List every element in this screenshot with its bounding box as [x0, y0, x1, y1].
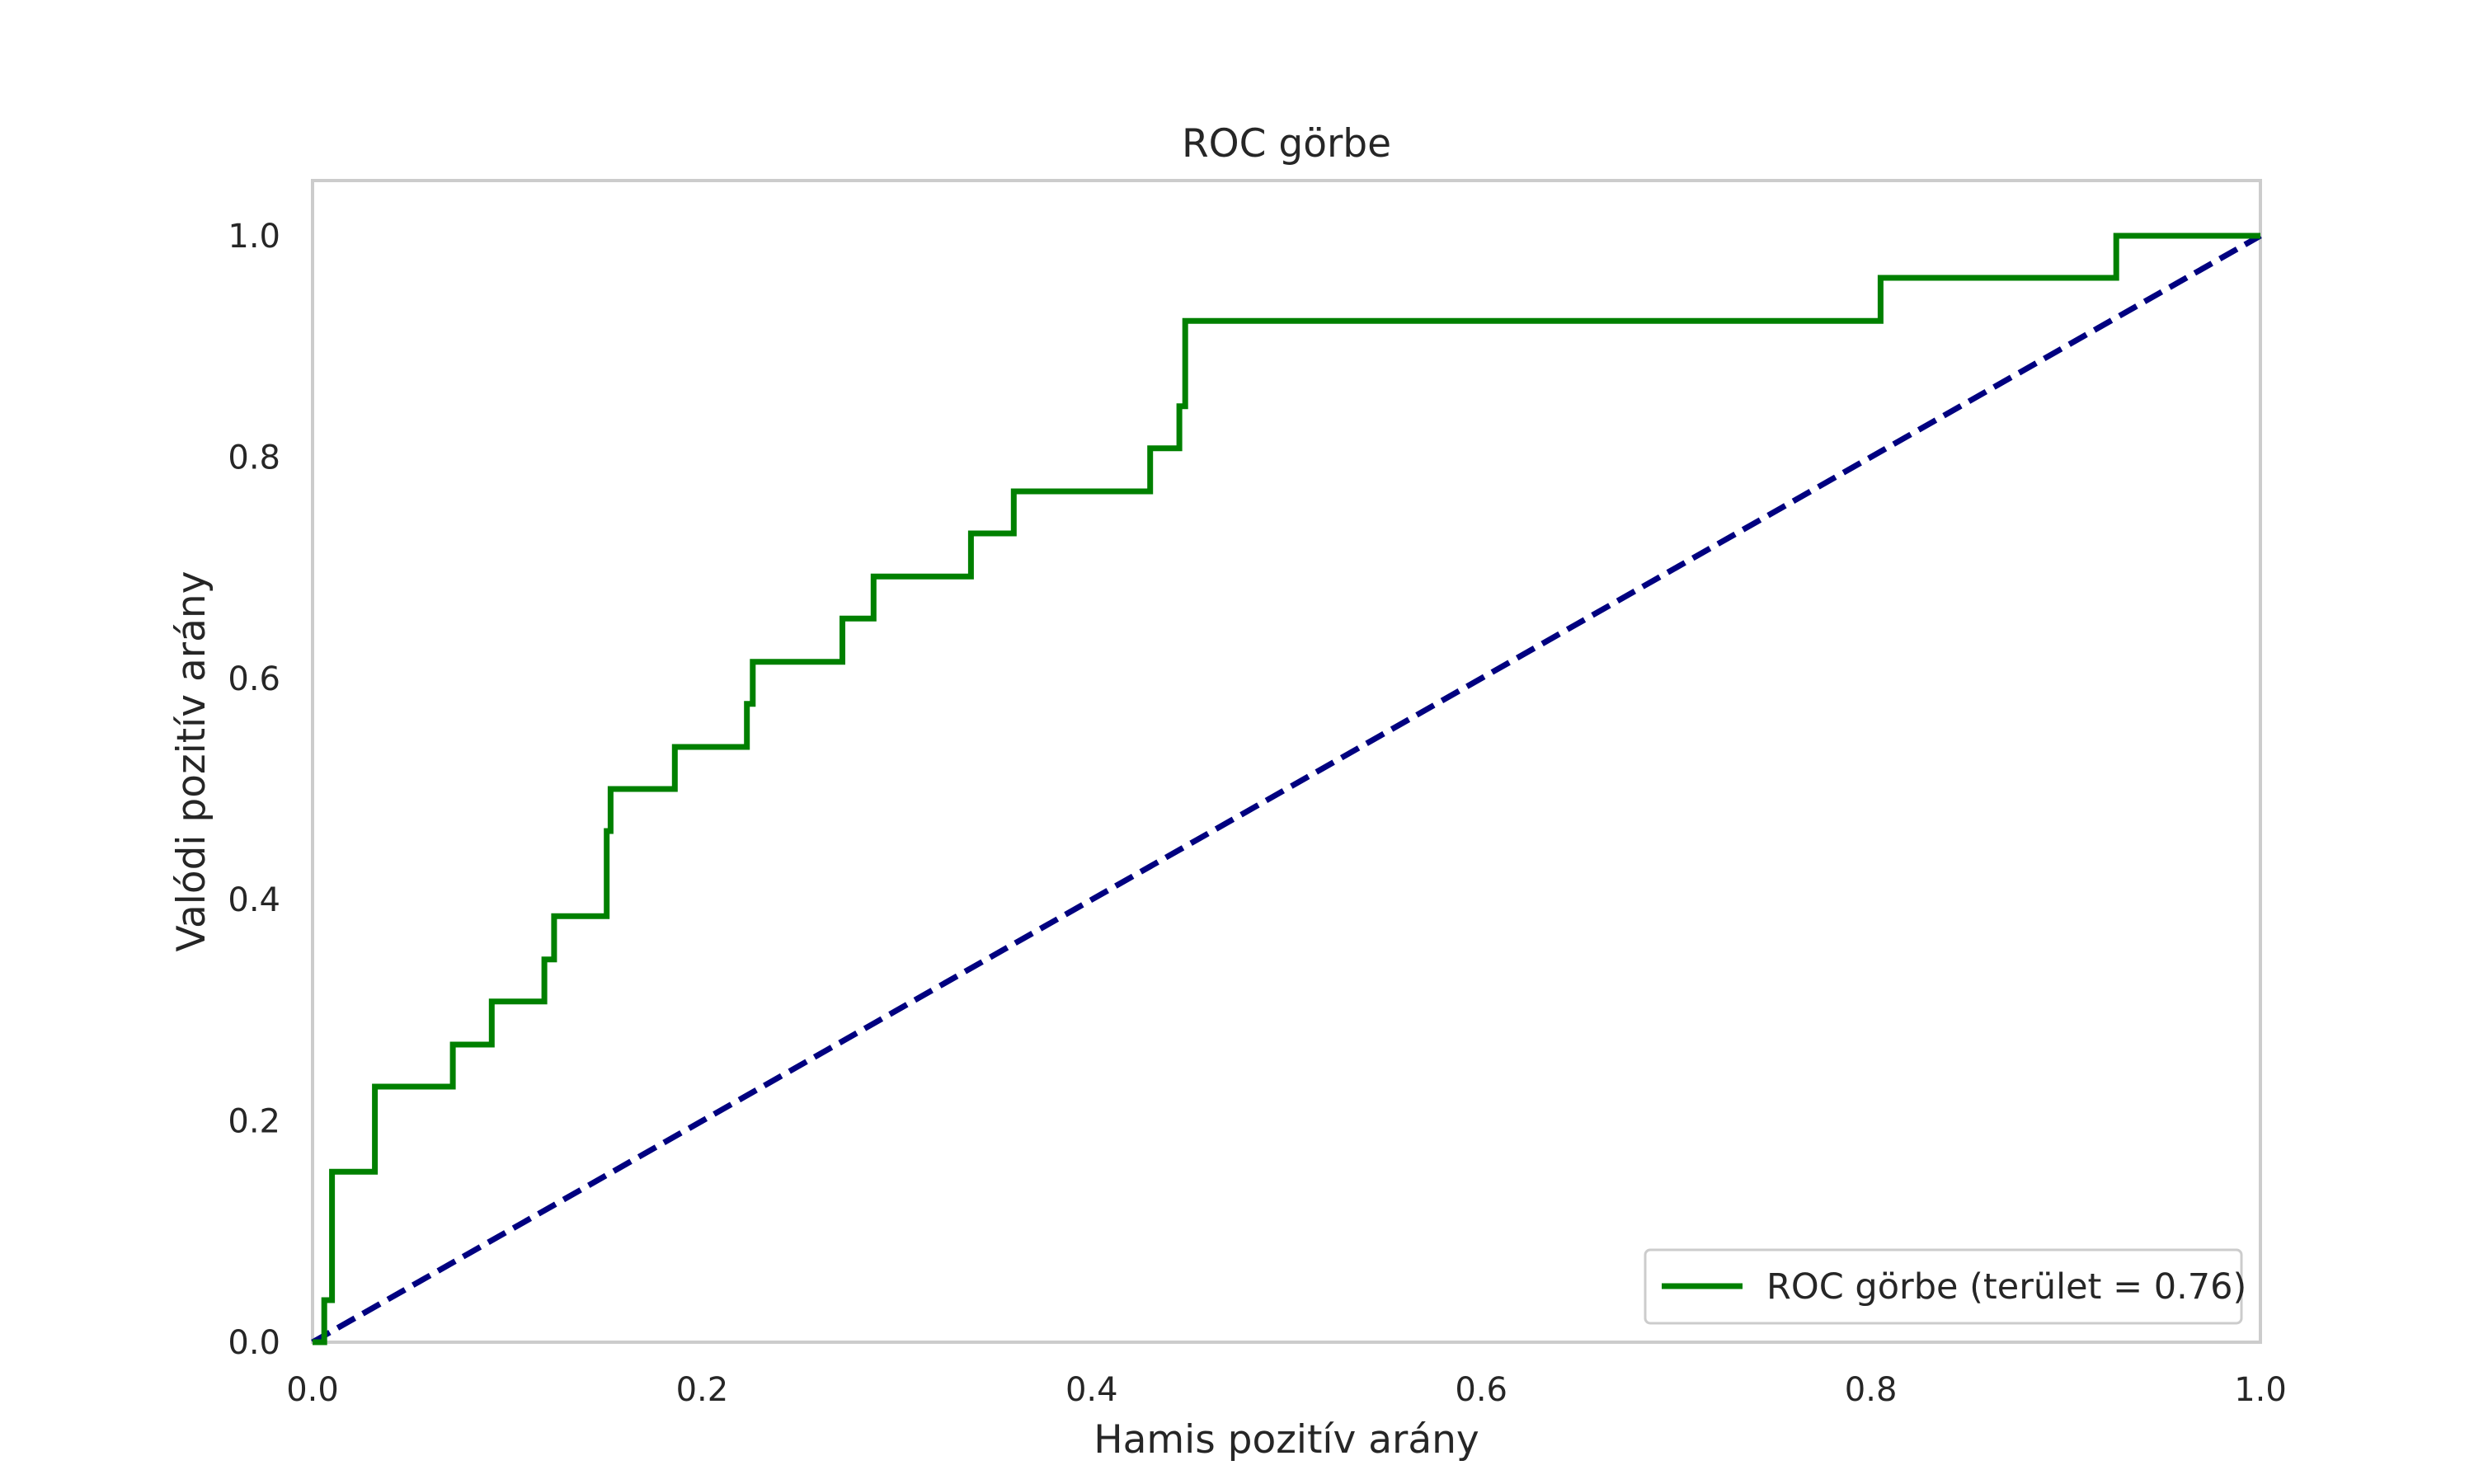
- y-tick-label: 0.2: [228, 1103, 280, 1141]
- plot-area-frame: [311, 179, 2262, 1344]
- chart-title: ROC görbe: [1182, 121, 1391, 167]
- series-layer: [311, 232, 2262, 1345]
- x-tick-label: 0.8: [1845, 1371, 1898, 1409]
- y-tick-label: 0.4: [228, 881, 280, 919]
- y-tick-label: 0.0: [228, 1324, 280, 1362]
- legend-box: [1644, 1248, 2243, 1325]
- legend-label-roc: ROC görbe (terület = 0.76): [1766, 1266, 2246, 1308]
- roc-curve-line: [313, 232, 2260, 1345]
- legend: ROC görbe (terület = 0.76): [1644, 1248, 2246, 1325]
- x-tick-label: 1.0: [2234, 1371, 2287, 1409]
- y-tick-label: 0.6: [228, 660, 280, 698]
- x-tick-labels: 0.0 0.2 0.4 0.6 0.8 1.0: [286, 1371, 2287, 1409]
- y-tick-label: 1.0: [228, 218, 280, 256]
- y-tick-label: 0.8: [228, 439, 280, 477]
- x-tick-label: 0.4: [1065, 1371, 1118, 1409]
- x-tick-label: 0.6: [1455, 1371, 1507, 1409]
- y-axis-label: Valódi pozitív arány: [169, 571, 214, 951]
- x-tick-label: 0.2: [676, 1371, 729, 1409]
- x-tick-label: 0.0: [286, 1371, 339, 1409]
- x-axis-label: Hamis pozitív arány: [1094, 1417, 1479, 1463]
- chance-diagonal-line: [311, 232, 2262, 1345]
- y-tick-labels: 0.0 0.2 0.4 0.6 0.8 1.0: [228, 218, 280, 1362]
